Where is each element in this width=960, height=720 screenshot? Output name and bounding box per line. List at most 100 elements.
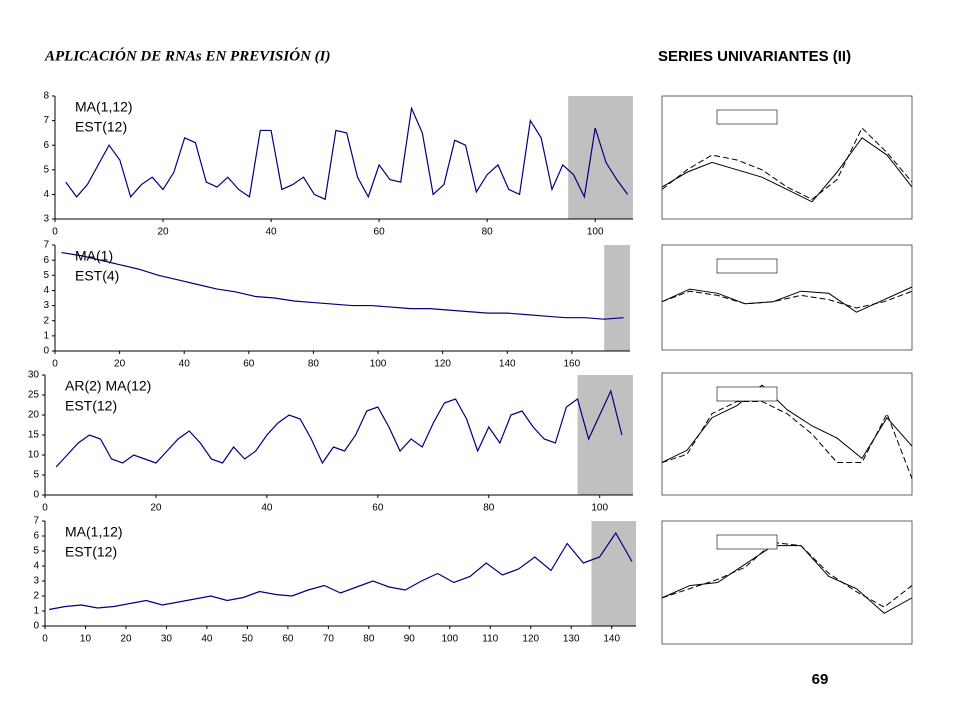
- y-tick-label: 6: [33, 531, 39, 542]
- y-tick-label: 25: [28, 390, 40, 401]
- x-tick-label: 120: [434, 359, 451, 370]
- y-tick-label: 2: [33, 591, 39, 602]
- x-tick-label: 100: [370, 359, 387, 370]
- y-tick-label: 0: [33, 621, 39, 632]
- y-tick-label: 7: [43, 240, 49, 251]
- plot-frame: [661, 95, 913, 220]
- y-tick-label: 1: [43, 330, 49, 341]
- left-title: APLICACIÓN DE RNAs EN PREVISIÓN (I): [44, 47, 330, 64]
- y-tick-label: 5: [33, 546, 39, 557]
- legend-box: [716, 109, 778, 125]
- x-tick-label: 40: [179, 359, 191, 370]
- model-label: EST(12): [65, 544, 117, 560]
- x-tick-label: 80: [482, 227, 494, 238]
- x-tick-label: 60: [243, 359, 255, 370]
- series-line: [48, 531, 633, 611]
- series-line: [65, 106, 629, 201]
- y-tick-label: 8: [43, 91, 49, 102]
- x-tick-label: 60: [372, 503, 384, 514]
- series-line: [55, 389, 623, 468]
- y-tick-label: 5: [33, 470, 39, 481]
- x-tick-label: 0: [42, 503, 48, 514]
- x-tick-label: 160: [564, 359, 581, 370]
- y-tick-label: 4: [43, 189, 49, 200]
- y-tick-label: 5: [43, 270, 49, 281]
- x-tick-label: 80: [363, 634, 375, 645]
- series-line: [661, 384, 913, 463]
- right-title: SERIES UNIVARIANTES (II): [658, 48, 851, 65]
- x-tick-label: 120: [522, 634, 539, 645]
- x-tick-label: 20: [114, 359, 126, 370]
- y-tick-label: 5: [43, 164, 49, 175]
- forecast-region: [577, 375, 633, 495]
- model-label: EST(12): [65, 398, 117, 414]
- y-tick-label: 15: [28, 430, 40, 441]
- y-tick-label: 3: [43, 214, 49, 225]
- forecast-region: [568, 96, 633, 219]
- forecast-region: [591, 521, 636, 626]
- x-tick-label: 70: [323, 634, 335, 645]
- series-line: [661, 286, 913, 313]
- y-tick-label: 2: [43, 315, 49, 326]
- legend-box: [716, 534, 778, 550]
- series-line: [661, 545, 913, 614]
- model-label: EST(4): [75, 268, 119, 284]
- plot-frame: [661, 244, 913, 351]
- y-tick-label: 4: [43, 285, 49, 296]
- model-label: MA(1): [75, 248, 113, 264]
- x-tick-label: 0: [52, 227, 58, 238]
- series-line: [61, 251, 624, 320]
- x-tick-label: 60: [374, 227, 386, 238]
- y-tick-label: 20: [28, 410, 40, 421]
- model-label: MA(1,12): [65, 524, 123, 540]
- y-tick-label: 3: [33, 576, 39, 587]
- y-tick-label: 0: [33, 490, 39, 501]
- x-tick-label: 40: [201, 634, 213, 645]
- legend-box: [716, 258, 778, 274]
- x-tick-label: 100: [587, 227, 604, 238]
- x-tick-label: 20: [150, 503, 162, 514]
- y-tick-label: 6: [43, 255, 49, 266]
- x-tick-label: 30: [161, 634, 173, 645]
- y-tick-label: 0: [43, 346, 49, 357]
- series-line: [661, 400, 913, 479]
- x-tick-label: 60: [282, 634, 294, 645]
- y-tick-label: 30: [28, 370, 40, 381]
- x-tick-label: 130: [563, 634, 580, 645]
- legend-box: [716, 386, 778, 402]
- x-tick-label: 20: [120, 634, 132, 645]
- x-tick-label: 110: [482, 634, 498, 645]
- x-tick-label: 140: [603, 634, 620, 645]
- x-tick-label: 100: [441, 634, 458, 645]
- x-tick-label: 40: [266, 227, 278, 238]
- forecast-region: [604, 245, 630, 351]
- model-label: EST(12): [75, 119, 127, 135]
- x-tick-label: 0: [42, 634, 48, 645]
- series-line: [661, 127, 913, 200]
- y-tick-label: 10: [28, 450, 40, 461]
- y-tick-label: 3: [43, 300, 49, 311]
- x-tick-label: 80: [483, 503, 495, 514]
- plot-frame: [661, 520, 913, 645]
- x-tick-label: 10: [80, 634, 92, 645]
- y-tick-label: 1: [33, 606, 39, 617]
- x-tick-label: 20: [157, 227, 169, 238]
- y-tick-label: 4: [33, 561, 39, 572]
- page-number: 69: [812, 671, 829, 688]
- y-tick-label: 7: [43, 115, 49, 126]
- y-tick-label: 6: [43, 140, 49, 151]
- y-tick-label: 7: [33, 516, 39, 527]
- series-line: [661, 290, 913, 309]
- model-label: MA(1,12): [75, 99, 133, 115]
- model-label: AR(2) MA(12): [65, 378, 151, 394]
- plot-frame: [661, 372, 913, 496]
- series-line: [661, 137, 913, 203]
- x-tick-label: 100: [591, 503, 608, 514]
- x-tick-label: 80: [308, 359, 320, 370]
- x-tick-label: 90: [404, 634, 416, 645]
- x-tick-label: 50: [242, 634, 254, 645]
- series-line: [661, 542, 913, 608]
- x-tick-label: 40: [261, 503, 273, 514]
- x-tick-label: 0: [52, 359, 58, 370]
